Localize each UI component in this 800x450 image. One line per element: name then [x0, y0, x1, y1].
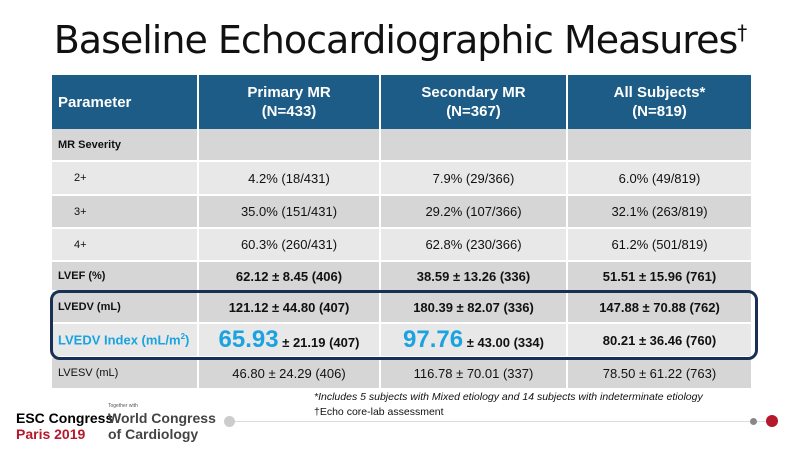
- header-row: Parameter Primary MR (N=433) Secondary MR…: [52, 75, 753, 129]
- table-row: 4+ 60.3% (260/431) 62.8% (230/366) 61.2% (5…: [52, 228, 753, 262]
- slide-title: Baseline Echocardiographic Measures†: [53, 18, 748, 62]
- footer-line: [230, 421, 770, 422]
- header-primary: Primary MR (N=433): [198, 75, 381, 129]
- header-secondary: Secondary MR (N=367): [380, 75, 568, 129]
- red-dot: [766, 415, 778, 427]
- table-row: LVEDV (mL) 121.12 ± 44.80 (407) 180.39 ± 8…: [52, 291, 753, 324]
- table-row: 3+ 35.0% (151/431) 29.2% (107/366) 32.1% (2…: [52, 195, 753, 229]
- table-row: LVESV (mL) 46.80 ± 24.29 (406) 116.78 ± 70…: [52, 357, 753, 390]
- table-row-highlight: LVEDV Index (mL/m2) 65.93 ± 21.19 (407) …: [52, 323, 753, 358]
- esc-logo: ESC Congress Paris 2019: [16, 410, 114, 442]
- echo-table: Parameter Primary MR (N=433) Secondary MR…: [52, 75, 753, 390]
- gray-dot: [750, 418, 757, 425]
- left-dot: [224, 416, 235, 427]
- table-row: 2+ 4.2% (18/431) 7.9% (29/366) 6.0% (49/819…: [52, 161, 753, 196]
- header-all: All Subjects* (N=819): [567, 75, 753, 129]
- header-parameter: Parameter: [52, 75, 199, 129]
- wcc-logo: World Congress of Cardiology: [108, 410, 216, 442]
- table-row: MR Severity: [52, 129, 753, 162]
- footnotes: *Includes 5 subjects with Mixed etiology…: [314, 391, 703, 418]
- together-with: Together with: [108, 403, 138, 409]
- table-row: LVEF (%) 62.12 ± 8.45 (406) 38.59 ± 13.26 …: [52, 261, 753, 292]
- highlight-box: [50, 290, 758, 360]
